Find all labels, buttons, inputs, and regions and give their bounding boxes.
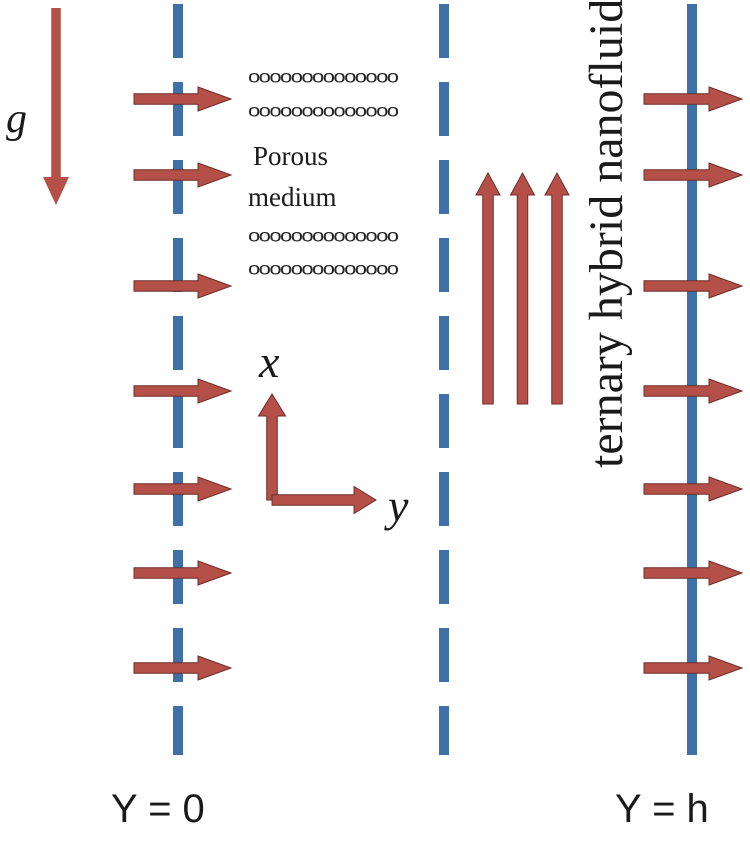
svg-text:Y = 0: Y = 0: [111, 787, 205, 831]
svg-text:ternary hybrid nanofluid: ternary hybrid nanofluid: [580, 0, 633, 468]
svg-text:oooooooooooooo: oooooooooooooo: [248, 68, 399, 87]
svg-text:oooooooooooooo: oooooooooooooo: [248, 102, 399, 121]
svg-text:y: y: [384, 480, 409, 531]
svg-text:x: x: [258, 336, 280, 387]
svg-text:oooooooooooooo: oooooooooooooo: [248, 227, 399, 246]
svg-text:oooooooooooooo: oooooooooooooo: [248, 260, 399, 279]
svg-text:Porous: Porous: [253, 141, 328, 171]
svg-text:medium: medium: [248, 182, 337, 212]
svg-text:g: g: [6, 96, 27, 142]
svg-text:Y = h: Y = h: [615, 787, 709, 831]
